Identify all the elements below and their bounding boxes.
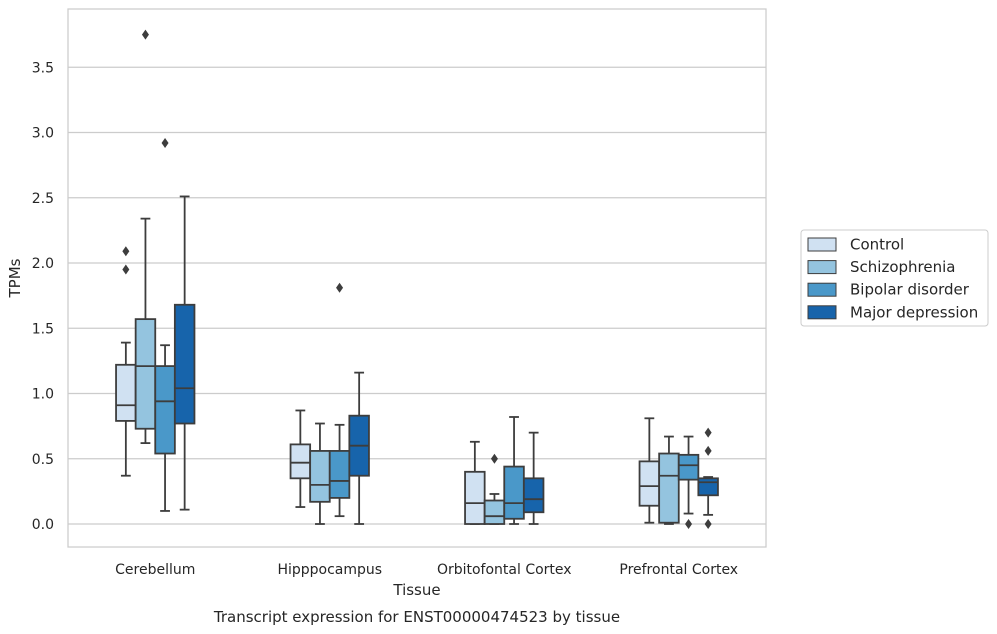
outlier-point bbox=[685, 519, 693, 529]
y-tick-label: 1.5 bbox=[32, 321, 54, 337]
legend-swatch bbox=[807, 305, 837, 320]
y-tick-label: 0.0 bbox=[32, 517, 54, 533]
box-body bbox=[677, 453, 700, 481]
outlier-point bbox=[122, 246, 130, 257]
box-body bbox=[483, 499, 506, 525]
box-bipolar-disorder bbox=[328, 282, 351, 518]
y-tick-label: 1.0 bbox=[32, 387, 54, 403]
box-body bbox=[658, 452, 680, 524]
legend-label: Bipolar disorder bbox=[850, 281, 970, 299]
chart-title: Transcript expression for ENST0000047452… bbox=[213, 608, 620, 626]
outlier-point bbox=[704, 445, 712, 456]
box-control bbox=[289, 409, 312, 508]
legend-label: Major depression bbox=[850, 303, 978, 321]
legend-swatch bbox=[807, 260, 837, 275]
box-body bbox=[115, 363, 137, 422]
box-schizophrenia bbox=[658, 435, 680, 525]
outlier-point bbox=[141, 29, 149, 40]
box-body bbox=[522, 477, 545, 514]
outlier-point bbox=[704, 519, 712, 529]
plot-frame bbox=[67, 8, 767, 548]
box-body bbox=[464, 470, 486, 525]
box-body bbox=[154, 365, 176, 455]
box-schizophrenia bbox=[134, 29, 157, 444]
box-major-depression bbox=[522, 431, 545, 525]
outlier-point bbox=[122, 264, 130, 275]
y-tick-label: 2.5 bbox=[32, 191, 54, 207]
y-tick-label: 2.0 bbox=[32, 256, 54, 272]
y-tick-label: 3.5 bbox=[32, 60, 54, 76]
legend-swatch bbox=[807, 282, 837, 297]
y-axis-label: TPMs bbox=[6, 258, 24, 298]
outlier-point bbox=[490, 453, 498, 464]
box-body bbox=[503, 465, 525, 520]
legend-frame bbox=[800, 229, 989, 327]
box-bipolar-disorder bbox=[154, 137, 176, 512]
box-major-depression bbox=[173, 195, 196, 511]
box-body bbox=[697, 477, 719, 497]
box-major-depression bbox=[697, 427, 719, 529]
legend-swatch bbox=[807, 237, 837, 252]
outlier-point bbox=[161, 137, 169, 148]
box-body bbox=[173, 303, 196, 425]
legend: Control Schizophrenia Bipolar disorder Majo… bbox=[800, 229, 989, 327]
box-body bbox=[638, 460, 661, 507]
y-tick-label: 0.5 bbox=[32, 452, 54, 468]
box-body bbox=[134, 318, 157, 430]
outlier-point bbox=[336, 282, 344, 293]
x-tick-label: Prefrontal Cortex bbox=[619, 562, 738, 578]
box-control bbox=[115, 246, 137, 477]
box-bipolar-disorder bbox=[677, 435, 700, 529]
x-tick-label: Cerebellum bbox=[115, 562, 195, 578]
box-body bbox=[289, 443, 312, 480]
box-body bbox=[328, 450, 351, 499]
box-control bbox=[464, 440, 486, 525]
y-tick-label: 3.0 bbox=[32, 126, 54, 142]
box-bipolar-disorder bbox=[503, 416, 525, 525]
legend-label: Control bbox=[850, 236, 904, 254]
x-axis-label: Tissue bbox=[392, 581, 440, 599]
legend-label: Schizophrenia bbox=[850, 258, 955, 276]
box-body bbox=[309, 450, 331, 503]
x-tick-label: Orbitofontal Cortex bbox=[437, 562, 572, 578]
x-tick-label: Hipppocampus bbox=[277, 562, 382, 578]
outlier-point bbox=[704, 427, 712, 438]
y-tick-labels: 0.0 0.5 1.0 1.5 2.0 2.5 3.0 3.5 bbox=[32, 60, 54, 533]
x-tick-labels: Cerebellum Hipppocampus Orbitofontal Corte… bbox=[115, 562, 738, 578]
box-major-depression bbox=[348, 371, 370, 525]
box-series bbox=[115, 29, 719, 529]
